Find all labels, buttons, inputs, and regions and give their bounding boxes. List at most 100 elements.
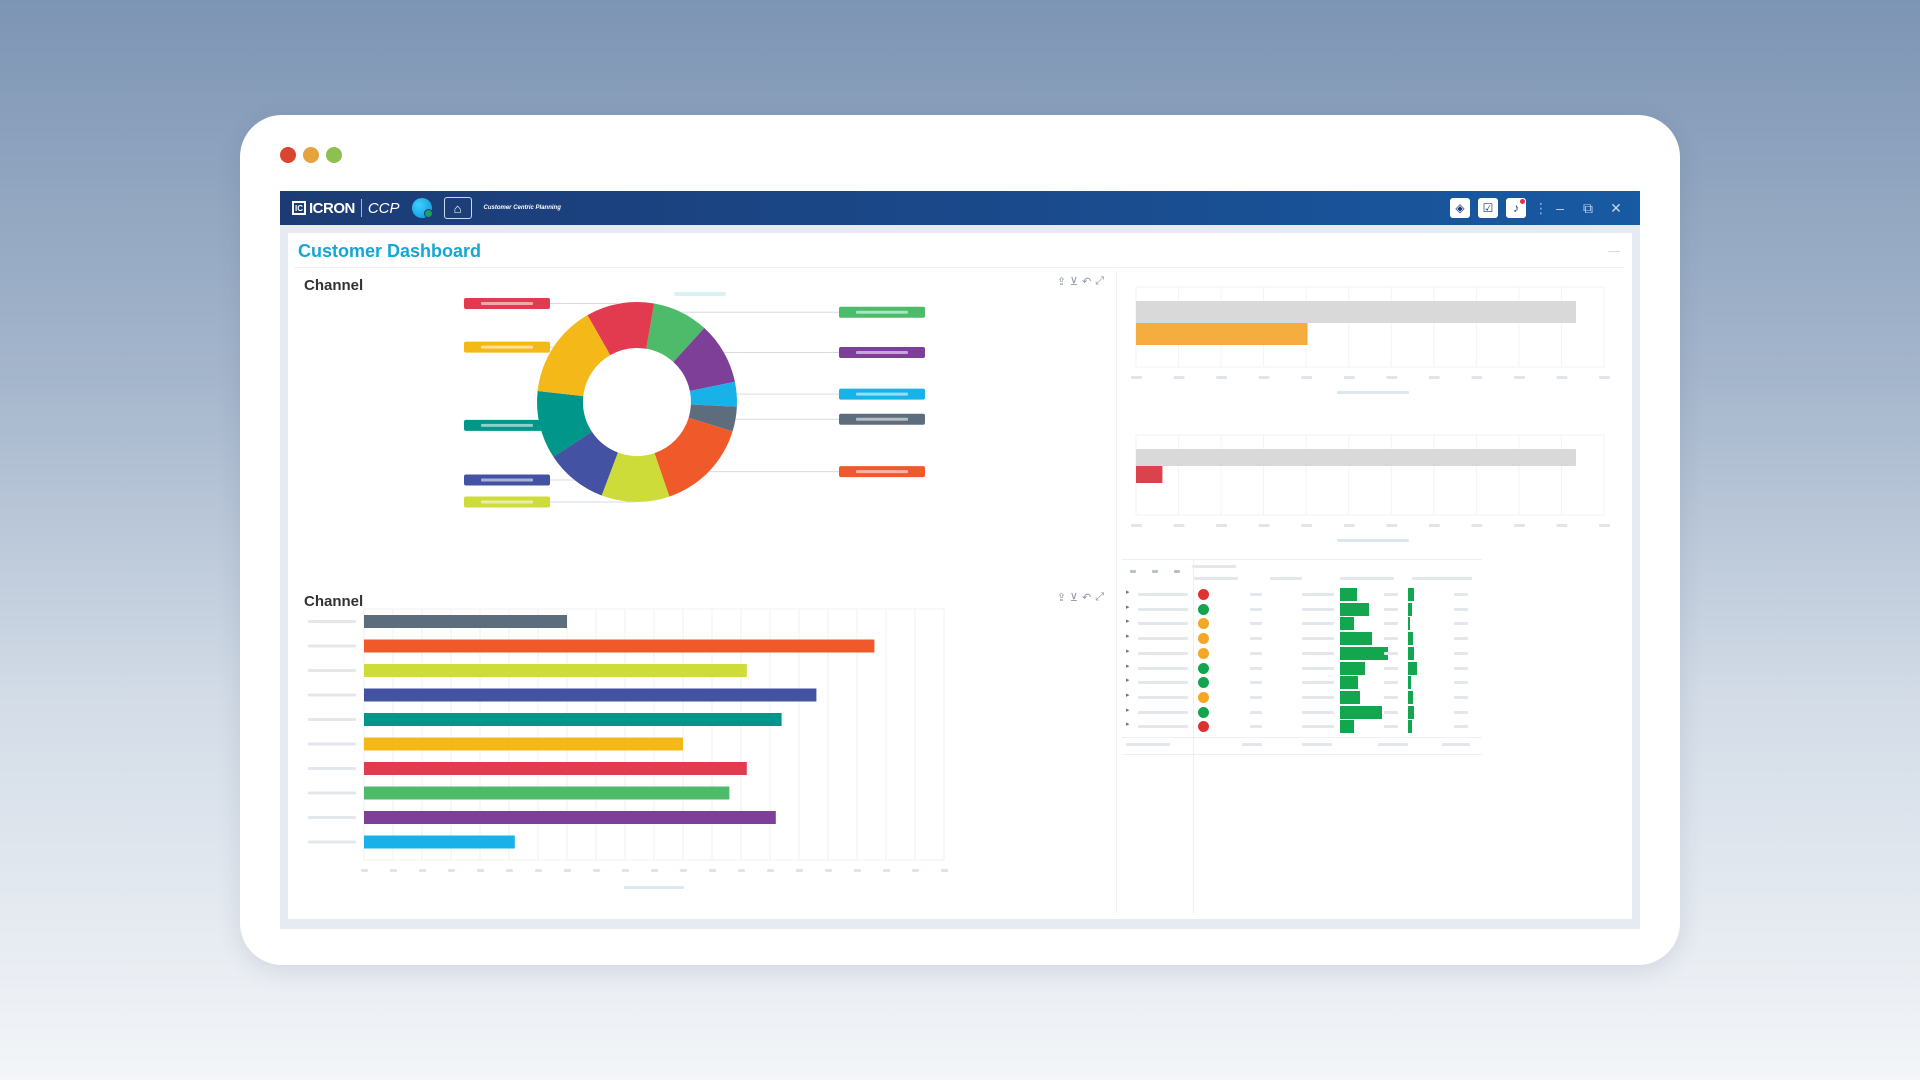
expand-row-icon[interactable]: ▸: [1126, 618, 1130, 626]
row-label: [1138, 681, 1188, 685]
bar[interactable]: [364, 639, 875, 653]
customer-table: ▸ ▸ ▸ ▸ ▸ ▸ ▸ ▸ ▸ ▸: [1122, 559, 1482, 913]
expand-row-icon[interactable]: ▸: [1126, 721, 1130, 729]
donut-slice[interactable]: [646, 303, 705, 363]
undo-icon[interactable]: ↶: [1081, 592, 1092, 604]
undo-icon[interactable]: ↶: [1081, 276, 1092, 288]
cell-value: [1384, 637, 1398, 641]
bar[interactable]: [364, 615, 567, 628]
collapse-dash[interactable]: [1608, 251, 1620, 252]
donut-slice[interactable]: [688, 404, 737, 432]
expand-row-icon[interactable]: ▸: [1126, 706, 1130, 714]
cell-value: [1250, 593, 1262, 596]
bell-icon[interactable]: ♪: [1506, 198, 1526, 218]
window-controls: [280, 147, 342, 163]
plot-frame: [1135, 434, 1605, 516]
bar-track: [1136, 301, 1576, 323]
cell-data-bar: [1340, 705, 1382, 719]
sort-caret-icon[interactable]: [1152, 570, 1158, 573]
cell-value: [1384, 710, 1398, 714]
filter-icon[interactable]: ⊻: [1069, 276, 1078, 288]
bar[interactable]: [364, 688, 817, 702]
cell-data-bar: [1408, 720, 1413, 734]
globe-icon[interactable]: [411, 198, 433, 218]
expand-row-icon[interactable]: ▸: [1126, 647, 1130, 655]
home-button[interactable]: ⌂: [443, 197, 472, 219]
donut-chart: [464, 297, 925, 508]
donut-slice[interactable]: [689, 381, 737, 407]
x-tick-label: [854, 869, 861, 872]
donut-slice[interactable]: [673, 328, 735, 392]
donut-slice[interactable]: [587, 302, 655, 356]
close-button[interactable]: ✕: [1610, 199, 1622, 216]
minimize-dot[interactable]: [303, 147, 319, 163]
expand-row-icon[interactable]: ▸: [1126, 589, 1130, 596]
sort-caret-icon[interactable]: [1130, 570, 1136, 573]
export-icon[interactable]: ⇪: [1056, 592, 1066, 604]
cell-value: [1384, 666, 1398, 670]
donut-slice[interactable]: [601, 452, 670, 503]
channel-donut-panel: Channel ⇪ ⊻ ↶ ⤢: [294, 271, 1112, 581]
x-tick-label: [651, 869, 658, 872]
status-dot-icon: [1198, 691, 1209, 703]
frozen-col-divider: [1193, 559, 1194, 913]
close-dot[interactable]: [280, 147, 296, 163]
expand-row-icon[interactable]: ▸: [1126, 662, 1130, 670]
x-tick-label: [883, 869, 890, 872]
x-tick-label: [1513, 524, 1525, 527]
donut-slice[interactable]: [537, 315, 611, 397]
x-tick-label: [361, 869, 368, 872]
expand-row-icon[interactable]: ▸: [1126, 677, 1130, 685]
bar[interactable]: [364, 762, 747, 775]
expand-row-icon[interactable]: ▸: [1126, 603, 1130, 611]
cell-data-bar: [1408, 690, 1414, 704]
cell-value: [1250, 710, 1262, 714]
cell-value: [1454, 681, 1468, 685]
cell-data-bar: [1408, 661, 1417, 675]
bar[interactable]: [364, 786, 730, 800]
x-tick-label: [1131, 524, 1142, 527]
bar-value[interactable]: [1136, 466, 1163, 483]
x-tick-label: [535, 869, 542, 872]
bar[interactable]: [364, 835, 515, 849]
bar[interactable]: [364, 713, 782, 726]
status-dot-icon: [1198, 603, 1209, 615]
row-label: [1138, 593, 1188, 596]
cell-value: [1302, 651, 1334, 655]
cell-value: [1302, 607, 1334, 611]
layers-icon[interactable]: ◈: [1450, 198, 1470, 218]
expand-row-icon[interactable]: ▸: [1126, 691, 1130, 699]
bar-value[interactable]: [1136, 323, 1308, 345]
expand-icon[interactable]: ⤢: [1095, 275, 1104, 287]
bar[interactable]: [364, 664, 747, 677]
x-tick-label: [1301, 376, 1313, 379]
minimize-button[interactable]: –: [1556, 200, 1564, 216]
expand-row-icon[interactable]: ▸: [1126, 633, 1130, 641]
bar[interactable]: [364, 811, 776, 824]
x-tick-label: [477, 869, 484, 872]
x-tick-label: [593, 869, 600, 872]
slice-label-text: [481, 301, 533, 305]
donut-slice[interactable]: [553, 431, 618, 496]
cell-data-bar: [1408, 602, 1412, 616]
donut-slice[interactable]: [537, 391, 592, 457]
x-tick-label: [912, 869, 919, 872]
task-check-icon[interactable]: ☑: [1478, 198, 1498, 218]
axis-title: [1337, 391, 1409, 394]
bar[interactable]: [364, 737, 683, 751]
y-tick-label: [308, 791, 356, 795]
donut-slice[interactable]: [654, 417, 733, 497]
kebab-icon[interactable]: ⋮: [1534, 199, 1548, 216]
sort-caret-icon[interactable]: [1174, 570, 1180, 573]
filter-icon[interactable]: ⊻: [1069, 592, 1078, 604]
header-rule: [1122, 559, 1482, 560]
cell-data-bar: [1340, 602, 1370, 616]
table-bottom-rule: [1122, 754, 1482, 755]
column-divider: [1116, 271, 1117, 913]
zoom-dot[interactable]: [326, 147, 342, 163]
cell-value: [1302, 593, 1334, 596]
cell-value: [1302, 637, 1334, 641]
restore-button[interactable]: ⧉: [1583, 199, 1593, 216]
expand-icon[interactable]: ⤢: [1095, 591, 1104, 603]
export-icon[interactable]: ⇪: [1056, 276, 1066, 288]
